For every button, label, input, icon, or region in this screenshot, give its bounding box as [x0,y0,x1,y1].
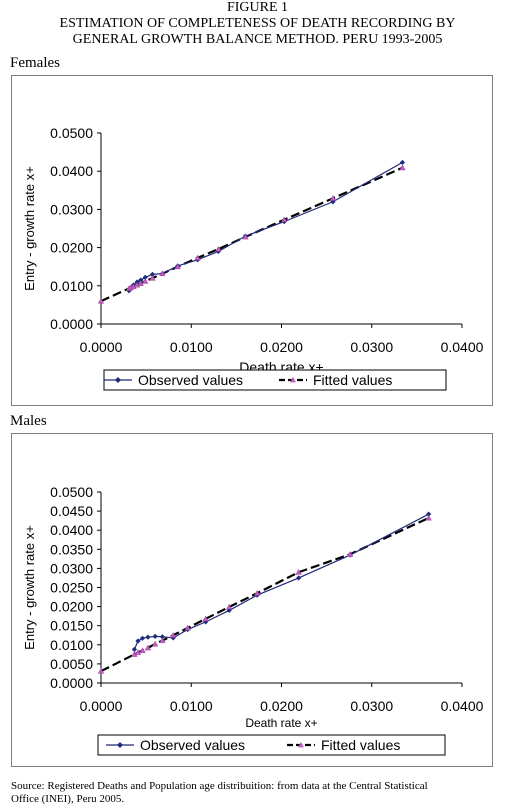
males-fitted-point [346,551,354,557]
males-fitted-point [184,624,191,631]
females-x-tick-label: 0.0300 [350,339,393,355]
females-fitted-point [159,270,166,277]
males-y-tick-label: 0.0200 [50,599,93,615]
source-note: Source: Registered Deaths and Population… [11,780,511,806]
females-fitted-point [242,233,249,240]
males-observed-point [170,635,176,641]
males-panel-label: Males [10,413,47,429]
females-fitted-point [137,280,144,286]
males-observed-point [139,635,146,641]
males-y-tick-label: 0.0450 [50,503,93,519]
source-line2: Office (INEI), Peru 2005. [11,793,125,805]
females-fitted-point [329,195,337,201]
males-fitted-point [159,637,166,644]
females-legend-fitted-marker [290,377,296,383]
females-fitted-point [97,297,105,304]
males-fitted-point [425,514,432,521]
males-y-tick-label: 0.0300 [50,560,93,576]
males-y-tick-label: 0.0150 [50,618,93,634]
males-fitted-point [170,632,177,638]
males-y-tick-label: 0.0100 [50,637,93,653]
females-y-tick-label: 0.0000 [50,316,93,332]
males-fitted-point [226,603,233,610]
males-y-tick-label: 0.0250 [50,580,93,596]
males-fitted-point [152,640,159,647]
males-observed-point [135,638,141,644]
figure-number: FIGURE 1 [226,0,289,15]
figure-title-line2: GENERAL GROWTH BALANCE METHOD. PERU 1993… [72,32,443,47]
males-legend-observed-label: Observed values [140,737,245,753]
females-observed-point [142,274,148,280]
females-fitted-point [149,274,156,281]
males-x-tick-label: 0.0400 [441,698,484,714]
males-x-tick-label: 0.0000 [80,698,123,714]
males-fitted-line [100,516,430,673]
males-fitted-point [144,644,152,651]
females-y-axis-label: Entry - growth rate x+ [22,166,37,291]
females-x-tick-label: 0.0400 [441,339,484,355]
females-observed-point [138,277,144,283]
males-observed-point [296,575,302,581]
males-x-tick-label: 0.0100 [170,698,213,714]
males-fitted-point [202,615,209,622]
males-legend-fitted-label: Fitted values [321,737,400,753]
females-y-tick-label: 0.0500 [50,125,93,141]
males-y-tick-label: 0.0500 [50,484,93,500]
females-fitted-point [194,254,201,261]
males-fitted-point [139,647,146,653]
source-line1: Source: Registered Deaths and Population… [11,780,428,792]
females-chart-box: 0.0000 0.0100 0.0200 0.0300 0.0400 0.0500 0.00… [11,75,493,406]
females-x-tick-label: 0.0200 [260,339,303,355]
females-fitted-point [215,245,222,252]
females-fitted-point [142,278,149,284]
males-chart-box: 0.0000 0.0050 0.0100 0.0150 0.0200 0.0250 0.03… [11,433,493,767]
males-observed-point [426,511,432,517]
males-fitted-point [134,649,142,655]
males-observed-point [159,634,165,640]
males-observed-point [152,633,158,639]
males-y-tick-label: 0.0000 [50,675,93,691]
males-x-tick-label: 0.0200 [260,698,303,714]
females-legend-observed-marker [115,377,121,383]
females-y-tick-label: 0.0200 [50,240,93,256]
females-fitted-point [399,164,406,171]
males-y-axis-label: Entry - growth rate x+ [22,525,37,650]
males-observed-point [145,634,151,640]
males-y-tick-label: 0.0050 [50,656,93,672]
figure-title-line1: ESTIMATION OF COMPLETENESS OF DEATH RECO… [59,16,456,31]
males-fitted-point [97,667,105,674]
females-chart: 0.0000 0.0100 0.0200 0.0300 0.0400 0.0500 0.00… [22,125,484,391]
males-x-tick-label: 0.0300 [350,698,393,714]
males-fitted-point [295,569,302,575]
males-legend-box [97,734,446,756]
males-legend-fitted-marker [298,742,304,748]
females-fitted-point [174,263,181,270]
females-observed-point [399,159,406,166]
males-legend-observed-marker [117,742,123,748]
females-legend-observed-label: Observed values [138,372,243,388]
females-x-tick-label: 0.0000 [80,339,123,355]
females-y-tick-label: 0.0400 [50,163,93,179]
males-x-axis-label: Death rate x+ [245,716,317,730]
females-x-tick-label: 0.0100 [170,339,213,355]
males-y-tick-label: 0.0400 [50,522,93,538]
males-y-tick-label: 0.0350 [50,541,93,557]
females-y-tick-label: 0.0300 [50,201,93,217]
females-observed-line [128,161,403,292]
males-chart: 0.0000 0.0050 0.0100 0.0150 0.0200 0.0250 0.03… [22,484,484,756]
females-y-tick-label: 0.0100 [50,278,93,294]
females-fitted-point [281,216,288,223]
females-panel-label: Females [10,55,60,71]
males-fitted-point [253,590,261,596]
females-legend-fitted-label: Fitted values [313,372,392,388]
